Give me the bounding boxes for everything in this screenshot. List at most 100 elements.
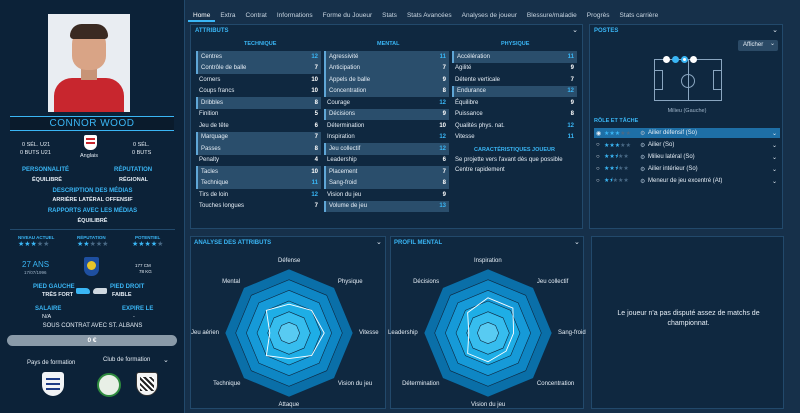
attribute-row-mental[interactable]: Sang-froid 8 [324,177,449,189]
attribute-row-technique[interactable]: Jeu de tête 6 [196,120,321,132]
attribute-row-physique[interactable]: Endurance 12 [452,85,577,97]
weight: 78 KG [139,269,152,274]
attribute-name: Leadership [327,157,357,164]
radar-axis-label: Jeu collectif [536,279,569,286]
tab-stats-carriere[interactable]: Stats carrière [619,12,659,19]
gear-icon[interactable]: ⚙ [640,142,646,149]
attribute-value: 5 [314,111,318,118]
attribute-row-mental[interactable]: Inspiration 12 [324,132,449,144]
chevron-down-icon[interactable]: ⌄ [376,239,382,246]
personality-value: ÉQUILIBRÉ [32,177,62,183]
chevron-down-icon[interactable]: ⌄ [772,27,778,34]
role-row[interactable]: ○ ★★★★★ ⚙ Ailier (So) ⌄ [594,140,780,150]
attribute-value: 12 [439,99,446,106]
attribute-row-physique[interactable]: Équilibre 9 [452,97,577,109]
chevron-down-icon[interactable]: ⌄ [771,130,777,137]
wage-bar[interactable]: 0 € [7,335,177,346]
attribute-row-technique[interactable]: Tirs de loin 12 [196,189,321,201]
radio-icon[interactable]: ◉ [596,130,602,137]
radio-icon[interactable]: ○ [596,178,600,184]
attribute-row-mental[interactable]: Agressivité 11 [324,51,449,63]
attribute-row-mental[interactable]: Courage 12 [324,97,449,109]
radio-icon[interactable]: ○ [596,154,600,160]
attribute-row-technique[interactable]: Dribbles 8 [196,97,321,109]
attribute-row-technique[interactable]: Technique 11 [196,177,321,189]
gear-icon[interactable]: ⚙ [640,130,646,137]
tab-contrat[interactable]: Contrat [245,12,267,19]
chevron-down-icon[interactable]: ⌄ [163,357,169,364]
attribute-row-technique[interactable]: Touches longues 7 [196,201,321,213]
mental-radar-chart [423,268,553,398]
attribute-row-technique[interactable]: Contrôle de balle 7 [196,62,321,74]
attribute-row-technique[interactable]: Corners 10 [196,74,321,86]
attribute-name: Contrôle de balle [201,65,247,72]
attribute-name: Sang-froid [329,180,357,187]
attribute-row-physique[interactable]: Détente verticale 7 [452,74,577,86]
chevron-down-icon[interactable]: ⌄ [771,166,777,173]
show-dropdown-button[interactable]: Afficher ⌄ [738,40,778,51]
role-row[interactable]: ○ ★★⯨★★ ⚙ Milieu latéral (So) ⌄ [594,152,780,162]
attribute-row-physique[interactable]: Puissance 8 [452,109,577,121]
buts-u21: 0 BUTS U21 [20,150,51,156]
attribute-row-technique[interactable]: Marquage 7 [196,131,321,143]
tab-analyses[interactable]: Analyses de joueur [461,12,517,19]
attribute-row-mental[interactable]: Concentration 8 [324,85,449,97]
attribute-row-technique[interactable]: Tacles 10 [196,166,321,178]
attribute-row-mental[interactable]: Jeu collectif 12 [324,143,449,155]
salary-value: N/A [42,314,52,320]
gear-icon[interactable]: ⚙ [640,178,646,185]
attribute-row-mental[interactable]: Anticipation 7 [324,62,449,74]
right-boot-icon [93,288,107,294]
attribute-row-mental[interactable]: Détermination 10 [324,120,449,132]
attribute-row-physique[interactable]: Agilité 9 [452,63,577,75]
media-desc-label: DESCRIPTION DES MÉDIAS [52,188,133,194]
attribute-row-technique[interactable]: Coups francs 10 [196,86,321,98]
radio-icon[interactable]: ○ [596,142,600,148]
attribute-row-technique[interactable]: Passes 8 [196,143,321,155]
radio-icon[interactable]: ○ [596,166,600,172]
media-rel-value: ÉQUILIBRÉ [77,218,108,224]
tab-extra[interactable]: Extra [220,12,236,19]
chevron-down-icon[interactable]: ⌄ [771,142,777,149]
role-row[interactable]: ○ ★⯨★★★ ⚙ Meneur de jeu excentré (At) ⌄ [594,176,780,186]
player-profile-panel: CONNOR WOOD 0 SÉL. U21 0 BUTS U21 Anglai… [0,0,185,413]
tab-bar: Home Extra Contrat Informations Forme du… [188,10,663,22]
chevron-down-icon[interactable]: ⌄ [771,154,777,161]
attribute-row-physique[interactable]: Qualités phys. nat. 12 [452,120,577,132]
attribute-name: Qualités phys. nat. [455,122,505,129]
traits-title: CARACTÉRISTIQUES JOUEUR [474,147,555,153]
attribute-row-mental[interactable]: Volume de jeu 13 [324,200,449,212]
attribute-row-mental[interactable]: Vision du jeu 9 [324,189,449,201]
position-dot-selected [681,56,688,63]
mental-profile-title: PROFIL MENTAL [394,240,443,246]
chevron-down-icon[interactable]: ⌄ [574,239,580,246]
attribute-row-technique[interactable]: Finition 5 [196,109,321,121]
attribute-row-mental[interactable]: Leadership 6 [324,155,449,167]
attribute-name: Agilité [455,65,472,72]
attribute-row-mental[interactable]: Placement 7 [324,166,449,178]
tab-forme[interactable]: Forme du Joueur [322,12,373,19]
attribute-row-mental[interactable]: Appels de balle 9 [324,74,449,86]
attribute-name: Anticipation [329,65,361,72]
gear-icon[interactable]: ⚙ [640,166,646,173]
tab-progres[interactable]: Progrès [586,12,610,19]
role-row[interactable]: ◉ ★★★★★ ⚙ Ailier défensif (So) ⌄ [594,128,780,138]
tab-home[interactable]: Home [188,10,216,22]
radar-axis-label: Mental [222,279,241,286]
role-row[interactable]: ○ ★★⯨★★ ⚙ Ailier intérieur (So) ⌄ [594,164,780,174]
attribute-value: 6 [314,122,318,129]
chevron-down-icon[interactable]: ⌄ [771,178,777,185]
attribute-row-physique[interactable]: Vitesse 11 [452,132,577,144]
attribute-value: 8 [442,88,446,95]
chevron-down-icon[interactable]: ⌄ [572,27,578,34]
attribute-row-mental[interactable]: Décisions 9 [324,108,449,120]
tab-stats[interactable]: Stats [382,12,397,19]
attribute-name: Technique [201,180,229,187]
attribute-row-technique[interactable]: Penalty 4 [196,155,321,167]
gear-icon[interactable]: ⚙ [640,154,646,161]
attribute-row-physique[interactable]: Accélération 11 [452,51,577,63]
tab-informations[interactable]: Informations [276,12,313,19]
attribute-row-technique[interactable]: Centres 12 [196,51,321,63]
tab-blessure[interactable]: Blessure/maladie [526,12,577,19]
tab-stats-avancees[interactable]: Stats Avancées [406,12,452,19]
